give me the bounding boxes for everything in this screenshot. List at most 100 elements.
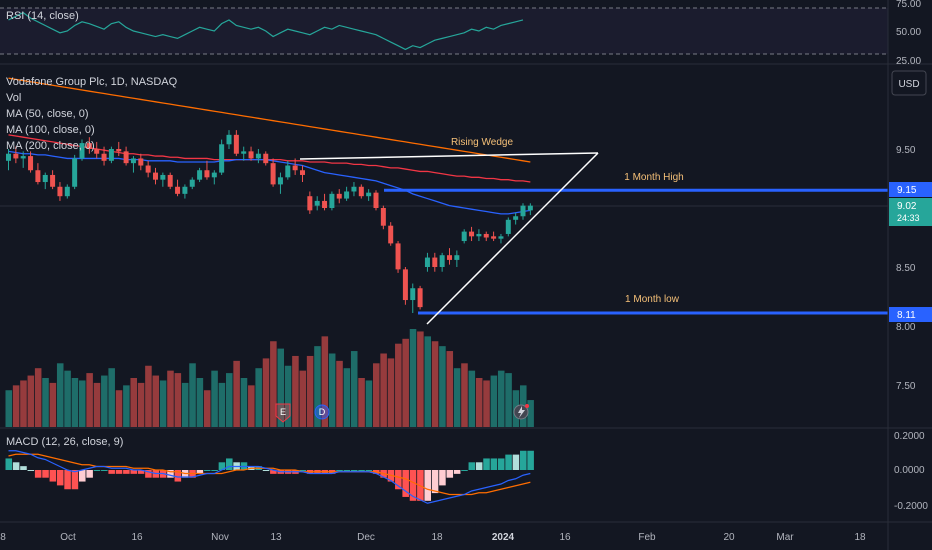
candle [424, 252, 430, 272]
price-pane[interactable]: Rising Wedge 1 Month High 1 Month low E … [0, 76, 888, 427]
candle-body [439, 255, 445, 267]
candle-body [153, 172, 158, 180]
rsi-label: RSI (14, close) [6, 10, 79, 22]
macd-histogram-bar [468, 462, 476, 470]
volume-bar [240, 378, 248, 427]
candle-body [336, 193, 342, 199]
candle-body [388, 225, 394, 244]
candle [50, 170, 56, 190]
candle [373, 190, 379, 211]
macd-histogram-bar [497, 458, 505, 470]
macd-histogram-bar [123, 470, 130, 474]
volume-bar [181, 382, 189, 427]
candle-body [233, 134, 239, 154]
volume-bar [196, 378, 204, 427]
candle [351, 182, 357, 197]
macd-pane[interactable]: MACD (12, 26, close, 9) [5, 436, 534, 504]
candle [167, 172, 173, 190]
one-month-low-label: 1 Month low [625, 294, 680, 305]
candle-body [57, 186, 63, 197]
candle [86, 137, 92, 154]
macd-histogram-bar [79, 470, 86, 482]
volume-bar [505, 373, 512, 427]
time-axis[interactable]: 8 Oct 16 Nov 13 Dec 18 2024 16 Feb 20 Ma… [0, 532, 866, 543]
volume-bar [431, 341, 439, 427]
macd-histogram-bar [145, 470, 152, 478]
macd-histogram-bar [218, 462, 226, 470]
candle [527, 203, 533, 216]
volume-bar [115, 390, 123, 427]
macd-histogram-bar [101, 470, 108, 471]
macd-histogram-bar [461, 470, 468, 471]
volume-bar [248, 385, 255, 427]
candle [410, 283, 416, 314]
candle-body [513, 216, 519, 220]
currency-button[interactable] [891, 70, 927, 96]
candle [219, 139, 225, 175]
volume-bar [49, 382, 57, 427]
volume-bar [461, 363, 468, 427]
candle-body [197, 170, 203, 180]
legend-ma100[interactable]: MA (100, close, 0) [6, 124, 95, 136]
last-price-tag [889, 198, 932, 226]
volume-bar [343, 368, 351, 427]
time-tick: 2024 [492, 532, 515, 543]
volume-bar [409, 329, 417, 427]
macd-histogram-bar [446, 470, 454, 478]
candle-body [167, 174, 173, 187]
macd-histogram-bar [211, 470, 218, 471]
legend-volume[interactable]: Vol [6, 92, 21, 104]
price-axis[interactable]: 75.00 50.00 25.00 USD 9.50 8.50 8.00 7.5… [887, 0, 932, 550]
legend-ma50[interactable]: MA (50, close, 0) [6, 108, 89, 120]
last-price-tag-text: 9.02 [897, 201, 917, 212]
volume-bar [108, 368, 115, 427]
candle [116, 141, 122, 157]
rsi-tick: 25.00 [896, 56, 921, 67]
candle-body [211, 172, 217, 178]
earnings-marker[interactable]: E [275, 403, 291, 423]
volume-bar [145, 365, 152, 427]
rsi-pane[interactable]: RSI (14, close) [0, 7, 888, 55]
dividend-marker[interactable]: D [314, 404, 330, 420]
wedge-lower-trendline[interactable] [426, 152, 599, 325]
volume-bar [174, 373, 182, 427]
volume-bar [490, 375, 498, 427]
candle [322, 193, 328, 211]
candle-body [402, 269, 408, 301]
candle [42, 172, 48, 190]
flash-icon[interactable] [513, 404, 529, 420]
macd-histogram-bar [453, 470, 461, 474]
volume-bar [328, 353, 336, 427]
macd-histogram-bar [27, 470, 35, 471]
low-price-tag [889, 307, 932, 322]
candle [145, 160, 151, 178]
time-tick: Feb [638, 532, 656, 543]
volume-bar [270, 341, 277, 427]
time-tick: 8 [0, 532, 6, 543]
price-tick: 7.50 [896, 381, 916, 392]
high-price-tag-text: 9.15 [897, 185, 917, 196]
candle-body [130, 158, 136, 164]
macd-histogram-bar [137, 470, 145, 474]
candle [491, 231, 497, 242]
candle-body [454, 255, 460, 260]
candle-body [520, 205, 526, 217]
symbol-title[interactable]: Vodafone Group Plc, 1D, NASDAQ [6, 76, 178, 88]
volume-bar [424, 336, 431, 427]
candle-body [424, 257, 430, 267]
wedge-upper-trendline[interactable] [299, 152, 599, 160]
candle [285, 160, 291, 180]
volume-bar [93, 382, 101, 427]
volume-bar [336, 360, 343, 427]
ma200-line [8, 77, 531, 163]
volume-bar [20, 380, 27, 427]
candle-body [86, 143, 92, 149]
candle-body [123, 151, 129, 164]
macd-histogram-bar [5, 458, 13, 470]
legend-ma200[interactable]: MA (200, close, 0) [6, 140, 95, 152]
volume-bar [211, 370, 218, 427]
macd-histogram-bar [262, 470, 270, 471]
volume-bar [417, 331, 424, 427]
